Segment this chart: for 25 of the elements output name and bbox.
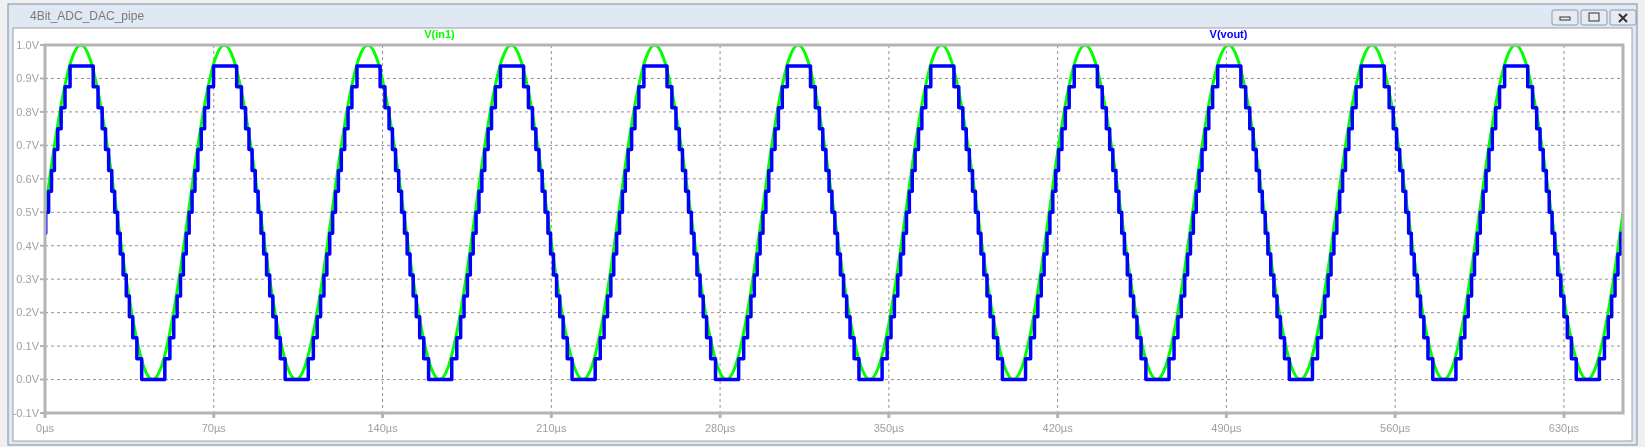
y-tick-label: 0.0V bbox=[16, 373, 40, 386]
chart-title: 4Bit_ADC_DAC_pipe bbox=[30, 9, 145, 23]
x-tick-label: 350µs bbox=[873, 422, 905, 434]
x-tick-label: 0µs bbox=[36, 422, 55, 434]
x-tick-label: 560µs bbox=[1380, 422, 1411, 434]
y-tick-label: 0.2V bbox=[16, 306, 40, 319]
y-tick-label: 0.1V bbox=[16, 339, 40, 352]
x-tick-label: 70µs bbox=[201, 422, 227, 434]
y-tick-label: 0.6V bbox=[16, 172, 40, 185]
y-tick-label: 0.7V bbox=[16, 139, 40, 152]
y-tick-label: 0.4V bbox=[16, 239, 40, 252]
text: V(vout) bbox=[1209, 28, 1248, 40]
x-tick-label: 420µs bbox=[1042, 422, 1074, 434]
x-tick-label: 490µs bbox=[1211, 422, 1242, 434]
x-tick-label: 280µs bbox=[704, 422, 736, 434]
y-tick-label: 0.5V bbox=[16, 206, 40, 219]
y-tick-label: -0.1V bbox=[12, 406, 40, 419]
x-tick-label: 140µs bbox=[367, 422, 399, 434]
x-tick-label: 210µs bbox=[536, 422, 567, 434]
text: V(in1) bbox=[424, 28, 456, 40]
y-tick-label: 0.3V bbox=[16, 273, 40, 286]
y-tick-label: 1.0V bbox=[16, 38, 40, 51]
y-tick-label: 0.8V bbox=[16, 105, 40, 118]
y-tick-label: 0.9V bbox=[16, 72, 40, 85]
x-tick-label: 630µs bbox=[1548, 422, 1580, 434]
